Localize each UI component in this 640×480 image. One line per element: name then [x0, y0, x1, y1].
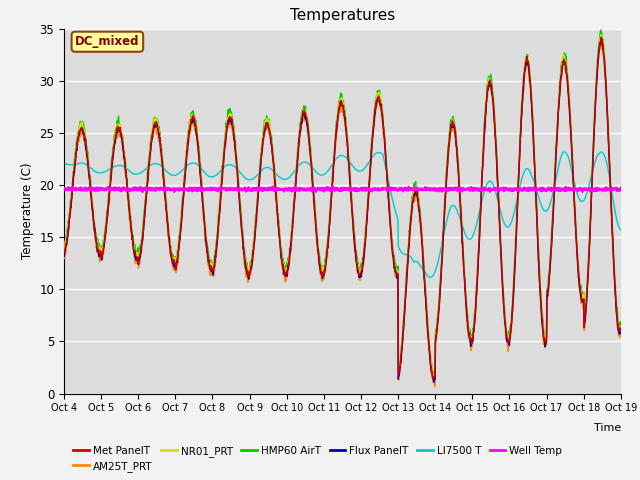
Text: DC_mixed: DC_mixed [75, 35, 140, 48]
Y-axis label: Temperature (C): Temperature (C) [21, 163, 34, 260]
Legend: Met PanelT, AM25T_PRT, NR01_PRT, HMP60 AirT, Flux PanelT, LI7500 T, Well Temp: Met PanelT, AM25T_PRT, NR01_PRT, HMP60 A… [69, 442, 566, 476]
Title: Temperatures: Temperatures [290, 9, 395, 24]
Text: Time: Time [593, 423, 621, 433]
